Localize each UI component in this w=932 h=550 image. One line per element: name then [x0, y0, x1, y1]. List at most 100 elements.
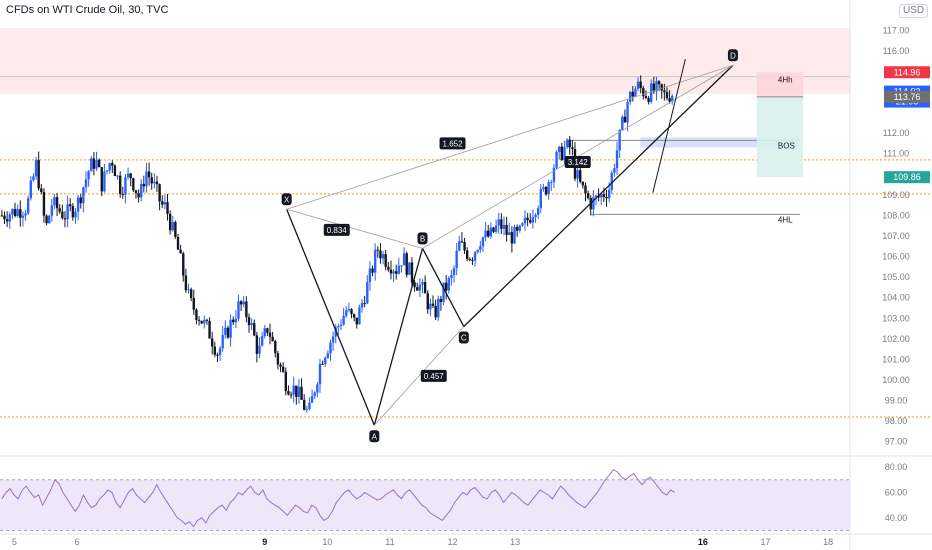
candle-body: [658, 81, 660, 84]
candle-body: [584, 185, 586, 193]
rsi-tick-label: 80.00: [885, 462, 908, 472]
candle-body: [14, 209, 16, 216]
candle-body: [40, 188, 42, 192]
candle-body: [440, 299, 442, 302]
candle-body: [80, 197, 82, 203]
y-tick-label: 109.00: [882, 190, 910, 200]
candle-body: [224, 328, 226, 335]
candle-body: [624, 117, 626, 123]
candle-body: [379, 250, 381, 258]
candle-body: [295, 386, 297, 397]
candle-body: [56, 197, 58, 208]
y-tick-label: 106.00: [882, 252, 910, 262]
resistance-zone: [0, 28, 850, 94]
x-tick-label: 10: [322, 537, 332, 547]
price-tag-label: 109.86: [893, 172, 921, 182]
candle-body: [82, 187, 84, 203]
y-tick-label: 103.00: [882, 313, 910, 323]
y-tick-label: 111.00: [883, 149, 909, 159]
candle-body: [403, 253, 405, 265]
candle-body: [576, 170, 578, 178]
candle-body: [582, 182, 584, 186]
candle-body: [103, 172, 105, 192]
candle-body: [253, 323, 255, 335]
candle-body: [547, 182, 549, 194]
ratio-label: 0.457: [424, 372, 445, 381]
candle-body: [314, 392, 316, 396]
candle-body: [521, 223, 523, 225]
candle-body: [406, 253, 408, 275]
candle-body: [377, 250, 379, 251]
candle-body: [206, 320, 208, 321]
candle-body: [214, 347, 216, 355]
candle-body: [135, 190, 137, 193]
candle-body: [382, 254, 384, 258]
candle-body: [432, 304, 434, 306]
candle-body: [445, 283, 447, 291]
candle-body: [229, 320, 231, 338]
candle-body: [592, 197, 594, 209]
candle-body: [287, 391, 289, 394]
y-tick-label: 98.00: [885, 416, 908, 426]
candle-body: [508, 232, 510, 235]
x-tick-label: 17: [760, 537, 770, 547]
candle-body: [27, 198, 29, 213]
candle-body: [90, 158, 92, 171]
candle-body: [639, 82, 641, 88]
candle-body: [427, 293, 429, 309]
candle-body: [384, 254, 386, 267]
candle-body: [22, 216, 24, 218]
candle-body: [479, 246, 481, 250]
candle-body: [303, 400, 305, 410]
ratio-label: 1.652: [443, 139, 464, 148]
candle-body: [32, 176, 34, 180]
candle-body: [424, 282, 426, 293]
candle-body: [64, 218, 66, 219]
candle-body: [190, 289, 192, 298]
candle-body: [374, 250, 376, 273]
ratio-label: 0.834: [327, 226, 348, 235]
candle-body: [198, 320, 200, 321]
candle-body: [332, 336, 334, 342]
candle-body: [203, 320, 205, 324]
candle-body: [474, 252, 476, 260]
leg-cd: [464, 65, 733, 326]
candle-body: [51, 205, 53, 216]
candle-body: [290, 394, 292, 395]
candle-body: [519, 226, 521, 231]
candle-body: [177, 237, 179, 250]
candle-body: [495, 226, 497, 232]
ratio-line-xb: [287, 209, 423, 248]
candle-body: [545, 187, 547, 194]
candle-body: [558, 147, 560, 152]
x-tick-label: 11: [385, 537, 394, 547]
candle-body: [316, 384, 318, 392]
candle-body: [114, 166, 116, 176]
candle-body: [526, 218, 528, 220]
candle-body: [166, 202, 168, 214]
y-tick-label: 105.00: [882, 272, 910, 282]
candle-body: [466, 250, 468, 259]
candle-body: [298, 387, 300, 397]
candle-body: [450, 275, 452, 278]
candle-body: [369, 269, 371, 283]
candle-body: [477, 250, 479, 252]
candle-body: [542, 187, 544, 189]
candle-body: [356, 318, 358, 325]
candle-body: [632, 92, 634, 97]
candle-body: [158, 184, 160, 201]
candle-body: [174, 222, 176, 237]
candle-body: [137, 193, 139, 197]
candle-body: [153, 182, 155, 184]
candle-body: [211, 338, 213, 346]
candle-body: [392, 271, 394, 273]
y-tick-label: 117.00: [883, 25, 910, 35]
candle-body: [106, 170, 108, 171]
candle-body: [350, 309, 352, 314]
y-tick-label: 108.00: [882, 210, 910, 220]
candle-body: [419, 285, 421, 291]
candle-body: [413, 282, 415, 287]
candle-body: [66, 204, 68, 219]
candle-body: [366, 282, 368, 303]
